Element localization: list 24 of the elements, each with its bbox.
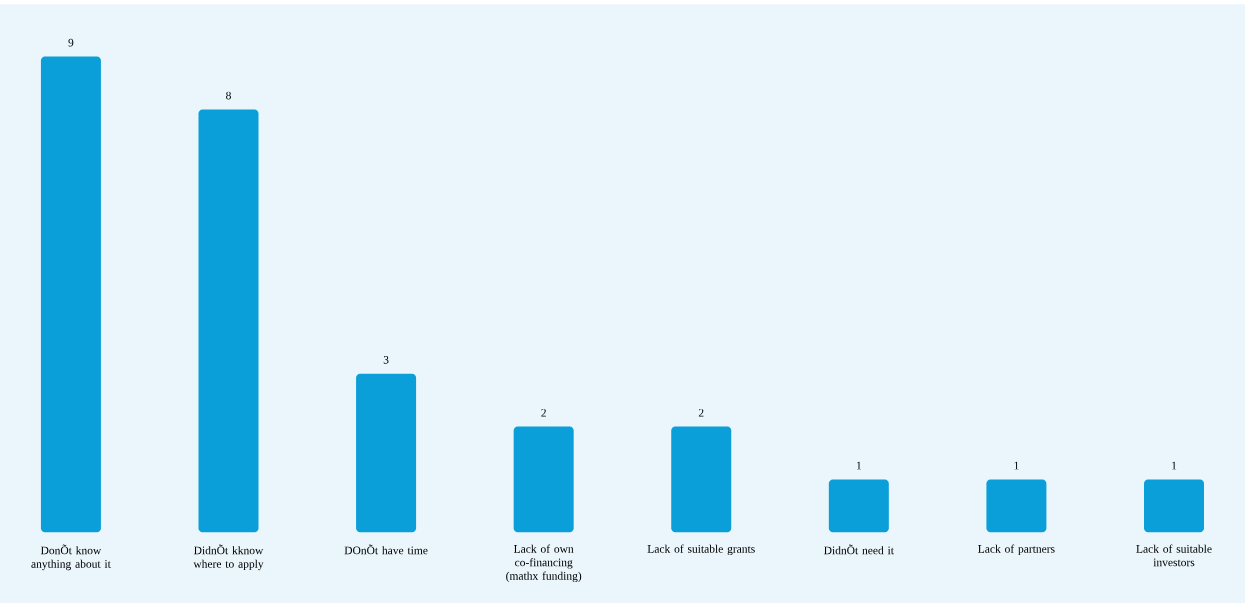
x-tick-label: DonÕt know anything about it	[31, 544, 111, 571]
x-tick-label: Lack of suitable investors	[1136, 544, 1212, 567]
data-label: 1	[1014, 461, 1019, 470]
data-label: 2	[698, 408, 704, 417]
bar	[356, 373, 417, 533]
bar	[671, 426, 732, 533]
bar	[986, 479, 1047, 533]
data-label: 1	[1172, 461, 1177, 470]
x-tick-label: DOnÕt have time	[344, 544, 428, 555]
x-tick-label: DidnÕt need it	[824, 544, 894, 555]
x-tick-label: DidnÕt kknow where to apply	[193, 544, 264, 571]
data-label: 1	[856, 461, 862, 470]
bar	[513, 426, 574, 533]
x-tick-label: Lack of suitable grants	[647, 544, 755, 555]
bar	[828, 479, 889, 533]
bar	[198, 109, 259, 533]
bar	[40, 56, 101, 533]
x-tick-label: Lack of own co-financing (mathx funding)	[506, 544, 582, 582]
data-label: 2	[541, 408, 546, 417]
data-label: 3	[383, 355, 389, 364]
data-label: 8	[226, 91, 231, 100]
bar	[1143, 479, 1204, 533]
x-tick-label: Lack of partners	[978, 544, 1055, 555]
data-label: 9	[68, 38, 74, 47]
